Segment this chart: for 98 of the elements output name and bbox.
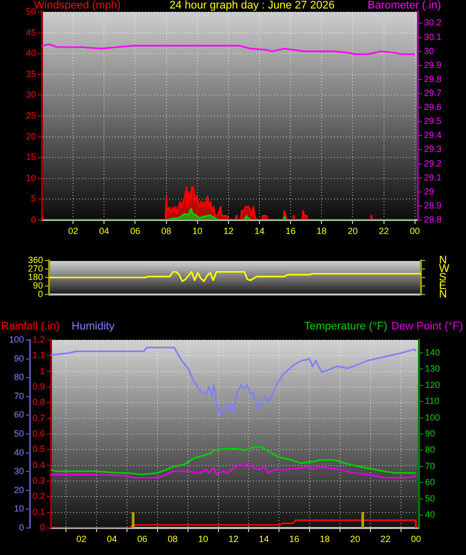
x-tick-label: 16 [289, 534, 300, 544]
y2-tick-label: 90 [425, 428, 436, 438]
y-tick-label: 35 [26, 68, 36, 79]
y-tick-label: 40 [26, 48, 36, 58]
y-tick-label: 0.2 [32, 491, 45, 502]
y2-tick-label: 80 [425, 444, 436, 455]
y2-tick-label: 70 [425, 460, 436, 471]
y2-tick-label: 28.8 [424, 214, 442, 224]
x-tick-label: 06 [137, 534, 148, 544]
x-tick-label: 18 [320, 534, 330, 544]
x-tick-label: 22 [380, 534, 391, 544]
y2-tick-label: 29.7 [424, 88, 442, 98]
y3-tick-label: 50 [14, 428, 24, 438]
chart-title: 24 hour graph day : June 27 2026 [169, 0, 335, 12]
y-tick-label: 10 [26, 172, 36, 183]
y2-tick-label: 50 [425, 493, 436, 504]
y-tick-label: 0 [40, 522, 45, 532]
text: Dew Point (°F) [391, 320, 464, 333]
x-tick-label: 02 [76, 534, 86, 544]
x-tick-label: 20 [348, 226, 358, 236]
x-tick-label: 12 [228, 534, 238, 544]
y3-tick-label: 30 [14, 466, 24, 476]
x-tick-label: 16 [286, 226, 296, 236]
y-tick-label: 360 [28, 255, 43, 266]
x-tick-label: 08 [161, 226, 172, 236]
x-tick-label: 14 [254, 226, 265, 236]
y-tick-label: 25 [26, 110, 36, 120]
y-tick-label: 20 [26, 131, 36, 142]
x-tick-label: 04 [106, 534, 117, 544]
y-tick-label: 45 [26, 27, 36, 38]
y2-tick-label: 29.5 [424, 116, 442, 126]
x-tick-label: 10 [198, 534, 208, 544]
y2-tick-label: 29.4 [424, 130, 442, 140]
y-tick-label: 1.2 [32, 334, 45, 344]
y3-tick-label: 0 [18, 522, 24, 532]
y2-tick-label: 30.2 [424, 18, 442, 28]
text: Rainfall (.in) [1, 320, 60, 333]
x-tick-label: 00 [410, 226, 420, 236]
y2-tick-label: 29.1 [424, 172, 442, 182]
y2-tick-label: 29.3 [424, 144, 442, 154]
series-label: Humidity [72, 320, 115, 333]
y-tick-label: 0.6 [32, 428, 45, 438]
y2-tick-label: 29.6 [424, 102, 442, 112]
y2-tick-label: 60 [425, 477, 436, 488]
x-tick-label: 12 [223, 226, 234, 236]
category-label: N [439, 288, 447, 300]
y2-tick-label: 28.9 [424, 200, 442, 210]
y3-tick-label: 40 [14, 447, 24, 458]
y3-tick-label: 70 [14, 390, 24, 401]
text: Temperature (°F) [304, 320, 388, 333]
y-tick-label: 0 [30, 214, 36, 224]
x-tick-label: 10 [192, 226, 202, 236]
y3-tick-label: 60 [14, 410, 24, 420]
x-tick-label: 04 [99, 226, 110, 236]
x-tick-label: 20 [350, 534, 360, 544]
y3-tick-label: 90 [14, 353, 24, 364]
text: Windspeed (mph) [34, 0, 121, 12]
y-tick-label: 5 [30, 194, 36, 204]
x-tick-label: 02 [68, 226, 78, 236]
y3-tick-label: 80 [14, 372, 24, 382]
y-tick-label: 0.8 [32, 397, 45, 408]
y3-tick-label: 100 [8, 334, 24, 344]
y-tick-label: 0.9 [32, 381, 45, 392]
y2-tick-label: 40 [425, 510, 436, 520]
y3-tick-label: 10 [14, 504, 24, 514]
y-tick-label: 0.7 [32, 412, 45, 423]
y-tick-label: 90 [32, 280, 43, 290]
y-tick-label: 0 [38, 288, 43, 299]
y2-tick-label: 29.8 [424, 74, 442, 84]
y-tick-label: 30 [26, 90, 36, 100]
y-tick-label: 270 [28, 264, 43, 274]
y2-tick-label: 29.2 [424, 158, 442, 168]
x-tick-label: 14 [258, 534, 269, 544]
y-tick-label: 0.3 [32, 475, 45, 486]
y-tick-label: 0.1 [32, 506, 45, 517]
y-tick-label: 50 [26, 6, 36, 16]
y-tick-label: 1 [40, 366, 45, 376]
y-tick-label: 1.1 [32, 350, 45, 360]
y-tick-label: 0.5 [32, 444, 45, 454]
y2-tick-label: 30 [424, 46, 434, 56]
y-tick-label: 180 [28, 272, 43, 282]
y2-tick-label: 140 [425, 347, 440, 358]
text: Barometer (.in) [368, 0, 442, 12]
x-tick-label: 06 [130, 226, 140, 236]
y3-tick-label: 20 [14, 484, 24, 495]
y2-tick-label: 110 [425, 396, 440, 406]
x-tick-label: 18 [316, 226, 327, 236]
y2-tick-label: 29.9 [424, 60, 442, 70]
y-tick-label: 15 [26, 152, 36, 162]
x-tick-label: 22 [378, 226, 389, 236]
y-tick-label: 0.4 [32, 460, 45, 470]
y2-tick-label: 130 [425, 364, 440, 374]
y2-tick-label: 29 [424, 186, 434, 196]
y2-tick-label: 30.1 [424, 32, 442, 42]
y2-tick-label: 120 [425, 380, 440, 390]
x-tick-label: 08 [168, 534, 178, 544]
x-tick-label: 00 [410, 534, 421, 544]
y2-tick-label: 100 [425, 412, 440, 422]
